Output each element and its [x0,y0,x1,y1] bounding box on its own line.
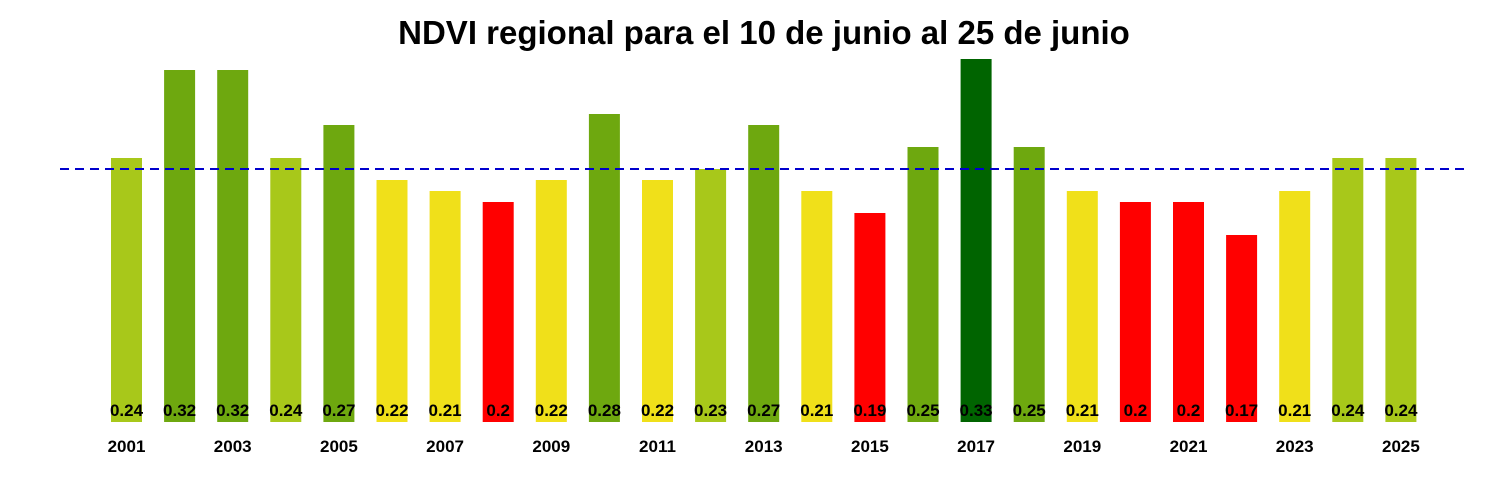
bar-2001 [111,158,142,422]
bar-2010 [588,114,620,422]
chart-title: NDVI regional para el 10 de junio al 25 … [398,14,1130,51]
bars-layer [111,59,1417,422]
bar-2004 [270,158,302,422]
bar-2024 [1332,158,1364,422]
bar-2009 [535,180,567,422]
bar-2025 [1385,158,1417,422]
bar-2005 [323,125,355,422]
value-label-2019: 0.21 [1066,401,1099,420]
bar-2017 [960,59,992,422]
value-label-2018: 0.25 [1013,401,1046,420]
value-label-2022: 0.17 [1225,401,1258,420]
bar-2007 [429,191,461,422]
value-label-2024: 0.24 [1331,401,1365,420]
x-tick-label-2023: 2023 [1276,437,1314,456]
x-tick-label-2025: 2025 [1382,437,1420,456]
value-label-2009: 0.22 [535,401,568,420]
value-label-2023: 0.21 [1278,401,1311,420]
value-label-2001: 0.24 [110,401,144,420]
bar-2018 [1013,147,1045,422]
value-label-2012: 0.23 [694,401,727,420]
value-label-2016: 0.25 [906,401,939,420]
x-tick-label-2015: 2015 [851,437,889,456]
bar-2014 [801,191,833,422]
x-tick-label-2005: 2005 [320,437,358,456]
bar-2002 [164,70,196,422]
value-label-2014: 0.21 [800,401,833,420]
x-tick-label-2021: 2021 [1170,437,1208,456]
value-label-2005: 0.27 [322,401,355,420]
x-tick-label-2001: 2001 [108,437,146,456]
bar-2003 [217,70,249,422]
x-tick-label-2003: 2003 [214,437,252,456]
value-label-2004: 0.24 [269,401,303,420]
value-label-2015: 0.19 [853,401,886,420]
bar-2006 [376,180,408,422]
value-labels-layer: 0.24 0.32 0.32 0.24 0.27 0.22 0.21 0.2 0.22 0.28 0… [110,401,1418,420]
value-label-2007: 0.21 [429,401,462,420]
value-label-2013: 0.27 [747,401,780,420]
value-label-2006: 0.22 [375,401,408,420]
x-tick-labels-layer: 2001 2003 2005 2007 2009 2011 2013 2015 2017 2019… [108,437,1420,456]
x-tick-label-2013: 2013 [745,437,783,456]
value-label-2003: 0.32 [216,401,249,420]
bar-2011 [642,180,673,422]
value-label-2010: 0.28 [588,401,621,420]
bar-2023 [1279,191,1311,422]
value-label-2020: 0.2 [1124,401,1148,420]
bar-2013 [748,125,780,422]
bar-2015 [854,213,886,422]
value-label-2025: 0.24 [1384,401,1418,420]
bar-2019 [1066,191,1098,422]
value-label-2002: 0.32 [163,401,196,420]
value-label-2011: 0.22 [641,401,674,420]
x-tick-label-2009: 2009 [532,437,570,456]
bar-2020 [1119,202,1151,422]
x-tick-label-2017: 2017 [957,437,995,456]
value-label-2008: 0.2 [486,401,510,420]
x-tick-label-2019: 2019 [1063,437,1101,456]
value-label-2021: 0.2 [1177,401,1201,420]
x-tick-label-2011: 2011 [639,437,676,456]
x-tick-label-2007: 2007 [426,437,464,456]
bar-2016 [907,147,939,422]
value-label-2017: 0.33 [960,401,993,420]
bar-2008 [482,202,514,422]
bar-2012 [695,169,727,422]
bar-2022 [1226,235,1258,422]
bar-2021 [1173,202,1204,422]
